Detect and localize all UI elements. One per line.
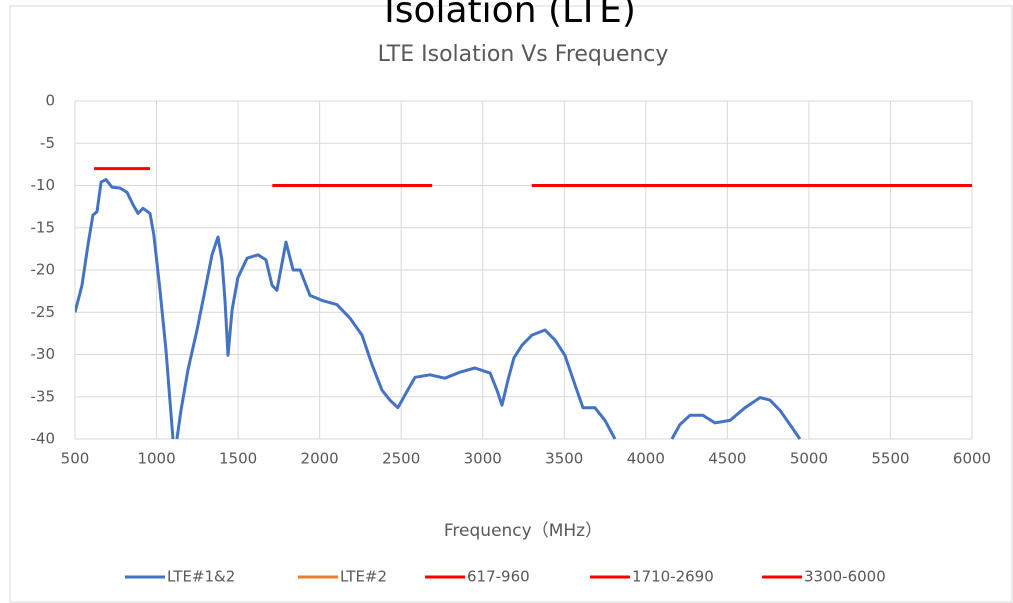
y-tick-label: 0 <box>45 92 55 110</box>
x-tick-label: 4500 <box>708 450 746 468</box>
x-tick-label: 3500 <box>545 450 583 468</box>
legend-label: LTE#2 <box>340 568 387 586</box>
series-line <box>75 178 802 440</box>
x-tick-label: 2000 <box>301 450 339 468</box>
legend-label: LTE#1&2 <box>167 568 235 586</box>
x-tick-label: 1500 <box>219 450 257 468</box>
chart-title: LTE Isolation Vs Frequency <box>378 42 669 67</box>
legend-label: 1710-2690 <box>632 568 714 586</box>
page-title: Isolation (LTE) <box>384 0 636 31</box>
plot-area <box>75 167 972 440</box>
x-tick-label: 5500 <box>871 450 909 468</box>
x-tick-label: 500 <box>61 450 90 468</box>
x-tick-label: 2500 <box>382 450 420 468</box>
y-tick-label: -25 <box>31 303 56 321</box>
y-tick-label: -20 <box>31 261 56 279</box>
y-tick-label: -15 <box>31 218 56 236</box>
x-tick-label: 3000 <box>464 450 502 468</box>
y-tick-label: -30 <box>31 345 56 363</box>
x-tick-label: 1000 <box>137 450 175 468</box>
x-tick-label: 5000 <box>790 450 828 468</box>
x-tick-label: 4000 <box>627 450 665 468</box>
legend-label: 617-960 <box>467 568 530 586</box>
y-tick-label: -35 <box>31 387 56 405</box>
y-tick-label: -10 <box>31 176 56 194</box>
x-tick-label: 6000 <box>953 450 991 468</box>
legend-label: 3300-6000 <box>804 568 886 586</box>
y-tick-label: -40 <box>31 430 56 448</box>
y-tick-label: -5 <box>40 134 55 152</box>
chart-frame <box>9 5 1013 603</box>
x-axis-title: Frequency（MHz） <box>444 521 602 541</box>
